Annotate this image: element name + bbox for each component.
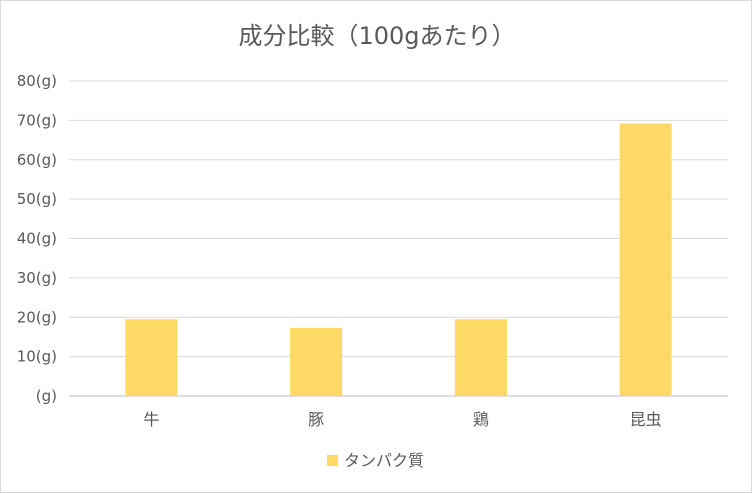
- y-tick-label: 70(g): [17, 111, 57, 129]
- bar-3: [454, 319, 507, 396]
- y-tick-label: 30(g): [17, 269, 57, 287]
- x-category-label: 昆虫: [630, 410, 662, 429]
- y-tick-label: 80(g): [17, 72, 57, 90]
- y-axis-tick-labels: (g) 10(g) 20(g) 30(g) 40(g) 50(g) 60(g) 70(g) 80…: [17, 72, 57, 405]
- gridlines: [69, 80, 728, 397]
- y-tick-label: 10(g): [17, 348, 57, 366]
- legend-swatch-protein: [327, 455, 338, 466]
- x-category-label: 牛: [143, 410, 159, 429]
- x-category-label: 豚: [308, 410, 324, 429]
- x-category-label: 鶏: [473, 410, 489, 429]
- y-tick-label: (g): [36, 387, 57, 405]
- y-tick-label: 40(g): [17, 230, 57, 248]
- legend-label-protein: タンパク質: [344, 451, 424, 470]
- bar-2: [290, 327, 343, 396]
- bar-4: [619, 123, 672, 397]
- y-tick-label: 20(g): [17, 308, 57, 326]
- bars: [125, 123, 672, 397]
- legend: タンパク質: [327, 451, 424, 470]
- chart-title: 成分比較（100gあたり）: [238, 22, 515, 50]
- y-tick-label: 50(g): [17, 190, 57, 208]
- y-tick-label: 60(g): [17, 151, 57, 169]
- bar-1: [125, 319, 178, 396]
- x-axis-category-labels: 牛 豚 鶏 昆虫: [143, 410, 661, 429]
